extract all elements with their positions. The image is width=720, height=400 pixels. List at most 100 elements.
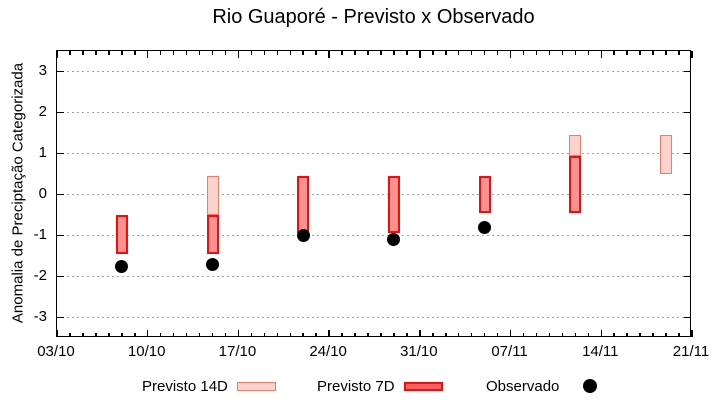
x-axis-tick [509, 51, 512, 58]
x-axis-tick [211, 332, 214, 337]
legend-item-observado: Observado [486, 377, 598, 395]
x-axis-tick [315, 332, 317, 337]
x-axis-tick [276, 332, 279, 337]
x-axis-tick [561, 51, 564, 55]
x-axis-tick [613, 51, 615, 55]
previsto-7d-bar [569, 155, 582, 213]
x-axis-tick [678, 51, 680, 55]
x-axis-tick [56, 329, 58, 337]
x-axis-tick [82, 51, 84, 55]
x-axis-tick [691, 329, 693, 337]
x-axis-tick [95, 51, 97, 55]
previsto-14d-bar [660, 135, 673, 174]
x-axis-tick [315, 51, 317, 55]
y-tick-label: 2 [38, 102, 47, 120]
x-axis-tick [380, 51, 382, 55]
x-axis-tick [406, 51, 408, 55]
previsto-7d-bar [387, 176, 400, 234]
previsto-7d-swatch-icon [403, 381, 443, 391]
x-axis-tick [69, 332, 71, 337]
x-axis-tick [263, 51, 266, 55]
x-axis-tick [159, 51, 162, 55]
x-axis-tick [406, 332, 408, 337]
y-axis-tick [683, 316, 691, 319]
x-axis-tick [185, 51, 188, 55]
x-axis-tick [380, 332, 382, 337]
x-axis-tick [354, 51, 356, 55]
x-axis-tick [574, 51, 577, 55]
x-axis-tick [341, 332, 343, 337]
x-axis-tick [367, 332, 369, 337]
x-tick-label: 03/10 [37, 343, 75, 360]
legend-item-previsto-7d: Previsto 7D [317, 377, 443, 395]
x-axis-tick [146, 51, 149, 58]
legend-item-previsto-14d: Previsto 14D [142, 377, 276, 395]
x-axis-tick [69, 51, 71, 55]
x-axis-tick [432, 51, 434, 55]
x-tick-label: 31/10 [400, 343, 438, 360]
x-axis-tick [626, 51, 628, 55]
x-axis-tick [302, 332, 304, 337]
x-axis-tick [121, 332, 123, 337]
observado-dot-icon [583, 379, 598, 393]
x-tick-label: 21/11 [672, 343, 710, 360]
y-axis-tick [683, 152, 691, 155]
x-axis-tick [224, 51, 227, 55]
x-axis-tick [263, 332, 266, 337]
x-axis-tick [561, 332, 564, 337]
x-axis-tick [82, 332, 84, 337]
x-axis-tick [95, 332, 97, 337]
y-axis-tick [57, 152, 64, 155]
x-tick-label: 07/11 [491, 343, 528, 360]
y-axis-tick [683, 234, 691, 237]
x-axis-tick [56, 51, 58, 58]
x-tick-label: 17/10 [218, 343, 257, 360]
chart-title: Rio Guaporé - Previsto x Observado [212, 6, 535, 28]
x-axis-tick [445, 51, 447, 55]
x-axis-tick [276, 51, 279, 55]
x-axis-tick [134, 51, 136, 55]
x-axis-tick [587, 332, 590, 337]
y-axis-tick [683, 111, 691, 114]
gridline [57, 153, 690, 154]
x-axis-tick [237, 329, 240, 337]
legend-label-previsto-7d: Previsto 7D [317, 377, 395, 395]
x-axis-tick [419, 51, 421, 58]
previsto-14d-bar [569, 135, 582, 156]
x-axis-tick [548, 51, 551, 55]
x-axis-tick [211, 51, 214, 55]
x-axis-tick [237, 51, 240, 58]
x-axis-tick [483, 332, 486, 337]
x-axis-tick [445, 332, 447, 337]
x-axis-tick [652, 51, 654, 55]
x-axis-tick [639, 332, 641, 337]
x-axis-tick [691, 51, 693, 58]
x-axis-tick [121, 51, 123, 55]
x-axis-tick [678, 332, 680, 337]
x-axis-tick [535, 51, 538, 55]
observado-point [115, 259, 129, 273]
y-axis-tick [57, 234, 64, 237]
x-axis-tick [548, 332, 551, 337]
y-axis-tick [683, 193, 691, 196]
x-axis-tick [600, 51, 603, 58]
x-axis-tick [250, 332, 253, 337]
x-axis-tick [289, 51, 291, 55]
x-axis-tick [302, 51, 304, 55]
x-axis-tick [250, 51, 253, 55]
y-axis-tick [57, 70, 64, 73]
observado-point [478, 220, 492, 234]
previsto-7d-bar [297, 176, 310, 234]
gridline [57, 194, 690, 195]
x-axis-tick [354, 332, 356, 337]
y-tick-label: -3 [33, 307, 47, 325]
x-axis-tick [328, 329, 330, 337]
x-tick-label: 10/10 [127, 343, 166, 360]
gridline [57, 112, 690, 113]
legend-label-previsto-14d: Previsto 14D [142, 377, 228, 395]
y-axis-tick [57, 111, 64, 114]
x-axis-tick [134, 332, 136, 337]
x-axis-tick [496, 51, 499, 55]
y-axis-tick [57, 316, 64, 319]
y-axis-tick [57, 193, 64, 196]
